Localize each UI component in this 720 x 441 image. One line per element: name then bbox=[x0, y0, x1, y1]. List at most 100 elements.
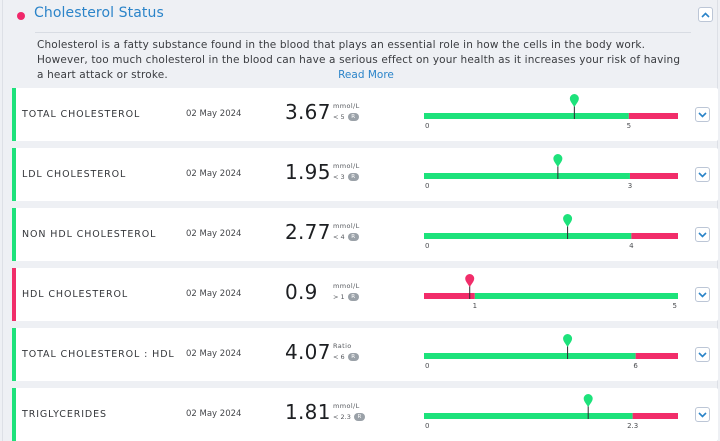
test-value: 1.81 bbox=[285, 400, 331, 424]
chevron-down-icon bbox=[698, 411, 707, 418]
gauge-high-zone bbox=[628, 113, 678, 119]
test-value: 3.67 bbox=[285, 100, 331, 124]
gauge-start-label: 0 bbox=[425, 122, 429, 130]
gauge-start-label: 0 bbox=[425, 242, 429, 250]
chevron-down-icon bbox=[698, 351, 707, 358]
chevron-down-icon bbox=[698, 171, 707, 178]
section-title: Cholesterol Status bbox=[34, 5, 164, 21]
expand-button[interactable] bbox=[695, 347, 710, 362]
expand-button[interactable] bbox=[695, 107, 710, 122]
expand-button[interactable] bbox=[695, 287, 710, 302]
gauge-threshold-label: 5 bbox=[627, 122, 631, 130]
gauge-high-zone bbox=[631, 233, 678, 239]
header-divider bbox=[35, 32, 691, 33]
reference-badge: R bbox=[347, 113, 359, 121]
test-unit: mmol/L bbox=[333, 402, 360, 410]
collapse-button[interactable] bbox=[698, 7, 713, 22]
reference-range: < 6 R bbox=[333, 353, 359, 361]
gauge-normal-zone bbox=[424, 173, 630, 179]
gauge-threshold-label: 3 bbox=[628, 182, 632, 190]
status-accent-bar bbox=[12, 148, 16, 201]
gauge-start-label: 0 bbox=[425, 422, 429, 430]
gauge-high-zone bbox=[635, 353, 678, 359]
reference-range: < 2.3 R bbox=[333, 413, 365, 421]
test-date: 02 May 2024 bbox=[186, 289, 242, 299]
status-accent-bar bbox=[12, 208, 16, 261]
test-unit: mmol/L bbox=[333, 222, 360, 230]
gauge-marker-pin-icon bbox=[563, 214, 573, 227]
gauge-marker-pin-icon bbox=[569, 94, 579, 107]
chevron-down-icon bbox=[698, 231, 707, 238]
reference-badge: R bbox=[347, 173, 359, 181]
section-header: Cholesterol Status bbox=[3, 0, 719, 32]
test-unit: mmol/L bbox=[333, 102, 360, 110]
test-date: 02 May 2024 bbox=[186, 169, 242, 179]
reference-range-text: < 3 bbox=[333, 173, 345, 181]
expand-button[interactable] bbox=[695, 407, 710, 422]
reference-range: > 1 R bbox=[333, 293, 359, 301]
test-date: 02 May 2024 bbox=[186, 349, 242, 359]
gauge-start-label: 0 bbox=[425, 182, 429, 190]
gauge-normal-zone bbox=[424, 353, 636, 359]
range-gauge: 0 2.3 bbox=[424, 394, 678, 430]
status-accent-bar bbox=[12, 268, 16, 321]
test-unit: mmol/L bbox=[333, 282, 360, 290]
gauge-low-zone bbox=[424, 293, 475, 299]
reference-range-text: < 5 bbox=[333, 113, 345, 121]
expand-button[interactable] bbox=[695, 227, 710, 242]
test-value: 2.77 bbox=[285, 220, 331, 244]
reference-range-text: < 6 bbox=[333, 353, 345, 361]
gauge-high-zone bbox=[632, 413, 678, 419]
test-name: HDL CHOLESTEROL bbox=[22, 289, 129, 300]
section-description: Cholesterol is a fatty substance found i… bbox=[37, 39, 681, 81]
gauge-normal-zone bbox=[424, 413, 633, 419]
reference-badge: R bbox=[347, 233, 359, 241]
chevron-down-icon bbox=[698, 111, 707, 118]
test-name: TRIGLYCERIDES bbox=[22, 409, 107, 420]
test-date: 02 May 2024 bbox=[186, 409, 242, 419]
result-card: LDL CHOLESTEROL 02 May 2024 1.95 mmol/L … bbox=[12, 148, 718, 201]
reference-range-text: > 1 bbox=[333, 293, 345, 301]
gauge-normal-zone bbox=[424, 233, 632, 239]
reference-range-text: < 2.3 bbox=[333, 413, 351, 421]
gauge-normal-zone bbox=[474, 293, 678, 299]
test-value: 0.9 bbox=[285, 280, 318, 304]
expand-button[interactable] bbox=[695, 167, 710, 182]
test-value: 1.95 bbox=[285, 160, 331, 184]
chevron-down-icon bbox=[698, 291, 707, 298]
reference-range-text: < 4 bbox=[333, 233, 345, 241]
read-more-link[interactable]: Read More bbox=[338, 69, 394, 81]
gauge-threshold-label: 1 bbox=[473, 302, 477, 310]
gauge-end-label: 5 bbox=[673, 302, 677, 310]
gauge-normal-zone bbox=[424, 113, 629, 119]
status-accent-bar bbox=[12, 88, 16, 141]
gauge-threshold-label: 2.3 bbox=[627, 422, 638, 430]
result-card: NON HDL CHOLESTEROL 02 May 2024 2.77 mmo… bbox=[12, 208, 718, 261]
test-name: TOTAL CHOLESTEROL bbox=[22, 109, 141, 120]
result-card: TOTAL CHOLESTEROL : HDL 02 May 2024 4.07… bbox=[12, 328, 718, 381]
test-date: 02 May 2024 bbox=[186, 229, 242, 239]
gauge-marker-pin-icon bbox=[583, 394, 593, 407]
status-accent-bar bbox=[12, 388, 16, 441]
gauge-marker-pin-icon bbox=[563, 333, 573, 347]
test-date: 02 May 2024 bbox=[186, 109, 242, 119]
gauge-marker-pin-icon bbox=[465, 274, 475, 287]
test-name: TOTAL CHOLESTEROL : HDL bbox=[22, 349, 175, 360]
reference-badge: R bbox=[347, 353, 359, 361]
gauge-marker-pin-icon bbox=[553, 154, 563, 167]
gauge-high-zone bbox=[629, 173, 678, 179]
result-card: HDL CHOLESTEROL 02 May 2024 0.9 mmol/L >… bbox=[12, 268, 718, 321]
status-indicator-dot bbox=[17, 12, 25, 20]
reference-badge: R bbox=[353, 413, 365, 421]
test-name: NON HDL CHOLESTEROL bbox=[22, 229, 157, 240]
gauge-start-label: 0 bbox=[425, 362, 429, 370]
gauge-threshold-label: 6 bbox=[633, 362, 638, 370]
chevron-up-icon bbox=[701, 11, 710, 18]
reference-range: < 4 R bbox=[333, 233, 359, 241]
test-unit: Ratio bbox=[333, 342, 352, 350]
